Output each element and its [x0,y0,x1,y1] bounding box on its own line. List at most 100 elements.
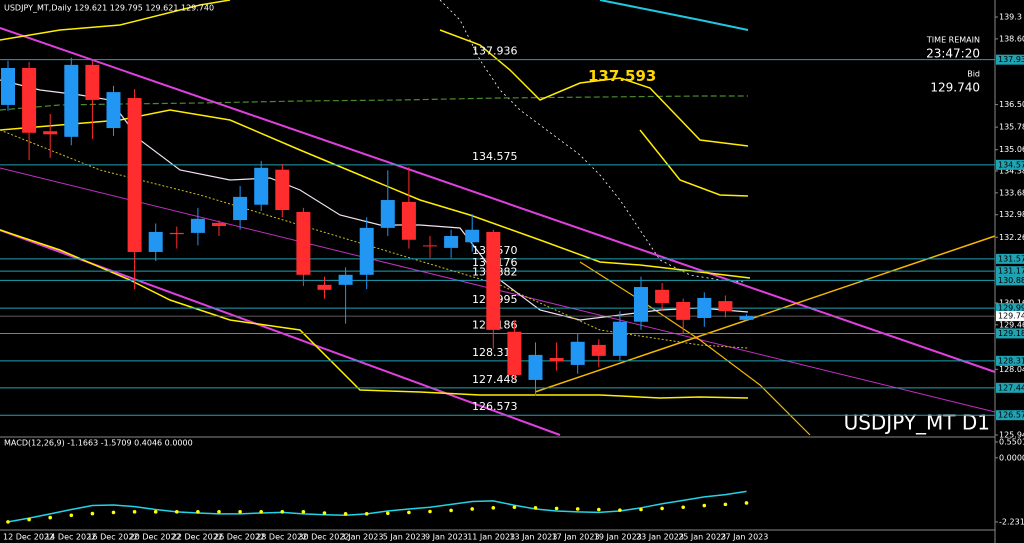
channel-upper [0,27,996,373]
macd-y-tick-label: 0.5501 [999,438,1024,447]
level-label: 134.575 [472,150,518,163]
signal-dot [386,511,390,516]
y-tick-label: 132.260 [999,233,1024,242]
signal-dot [238,510,242,514]
time-remain: 23:47:20 [926,47,980,61]
bid-axis-box [996,311,1024,322]
level-axis-label: 126.573 [998,411,1024,420]
x-tick-label: 5 Jan 2023 [383,533,426,542]
signal-dot [575,507,580,511]
signal-dot [639,507,643,512]
signal-dot [175,510,179,514]
level-axis-label: 134.575 [998,160,1024,169]
signal-dot [681,505,685,510]
y-tick-label: 125.940 [999,431,1024,440]
candle-body [169,232,184,235]
level-axis-box [996,382,1024,393]
level-axis-box [996,410,1024,421]
candle-body [570,341,585,365]
trend-line [534,235,996,393]
chart-header: USDJPY_MT,Daily 129.621 129.795 129.621 … [4,4,214,13]
level-axis-label: 128.311 [998,356,1024,365]
time-remain-label: TIME REMAIN [926,36,980,45]
level-label: 126.573 [472,400,518,413]
trend-line-2 [579,261,811,436]
candle-body [1,67,15,105]
signal-dot [364,512,369,516]
x-tick-label: 27 Jan 2023 [720,533,768,542]
level-axis-label: 131.570 [998,254,1024,263]
band-upper-3 [439,29,749,147]
candle-body [43,131,58,135]
signal-dot [259,510,264,514]
y-tick-label: 139.3 [999,13,1022,22]
signal-dot [90,511,95,516]
y-tick-label: 135.780 [999,123,1024,132]
signal-dot [512,505,517,510]
candle-body [444,236,459,248]
level-axis-box [996,266,1024,277]
y-tick-label: 132.980 [999,210,1024,219]
signal-dot [322,511,327,515]
dotted-ma [0,129,749,349]
candle-body [64,64,79,137]
bid-value: 129.740 [930,81,980,95]
signal-dot [48,515,52,520]
candle-body [233,196,248,221]
signal-dot [533,506,538,510]
candle-body [380,200,395,228]
x-tick-label: 26 Dec 2022 [214,533,265,542]
candle-body [275,169,290,211]
y-tick-label: 130.160 [999,298,1024,307]
candle-body [148,231,163,252]
x-tick-label: 22 Dec 2022 [172,533,223,542]
signal-dot [407,510,411,515]
bid-label: Bid [967,70,980,79]
signal-dot [744,501,749,505]
x-tick-label: 11 Jan 2023 [467,533,515,542]
signal-dot [217,510,221,514]
macd-label: MACD(12,26,9) -1.1663 -1.5709 0.4046 0.0… [4,439,193,448]
band-upper-4 [639,129,749,197]
signal-dot [428,509,432,514]
candle-body [106,92,121,129]
y-tick-label: 136.500 [999,100,1024,109]
bid-axis-label: 129.740 [998,312,1024,321]
signal-dot [301,510,306,514]
signal-dot [618,508,622,512]
band-lower [0,229,749,399]
x-tick-label: 28 Dec 2022 [256,533,307,542]
signal-dot [702,503,707,508]
candle-body [591,344,606,356]
signal-dot [554,506,559,511]
x-tick-label: 23 Jan 2023 [636,533,684,542]
x-tick-label: 3 Jan 2023 [341,533,384,542]
x-tick-label: 16 Dec 2022 [87,533,138,542]
candle-body [401,201,416,240]
x-tick-label: 12 Dec 2022 [3,533,54,542]
x-tick-label: 19 Jan 2023 [594,533,642,542]
signal-dot [153,510,158,514]
candle-body [697,297,712,318]
y-tick-label: 129.460 [999,320,1024,329]
x-tick-label: 17 Jan 2023 [552,533,600,542]
y-tick-label: 135.060 [999,145,1024,154]
candle-body [486,231,501,330]
signal-dot [132,510,137,514]
level-axis-box [996,303,1024,314]
band-upper-1 [0,0,231,41]
candle-body [465,229,480,243]
y-tick-label: 138.600 [999,34,1024,43]
y-tick-label: 134.380 [999,166,1024,175]
candle-body [528,354,543,380]
level-axis-label: 127.448 [998,383,1024,392]
level-axis-label: 130.882 [998,276,1024,285]
macd-y-tick-label: 0.0000 [999,453,1024,462]
x-tick-label: 14 Dec 2022 [45,533,96,542]
signal-dot [280,510,285,514]
level-axis-box [996,159,1024,170]
mid-ma [0,95,748,111]
candle-body [739,316,754,320]
